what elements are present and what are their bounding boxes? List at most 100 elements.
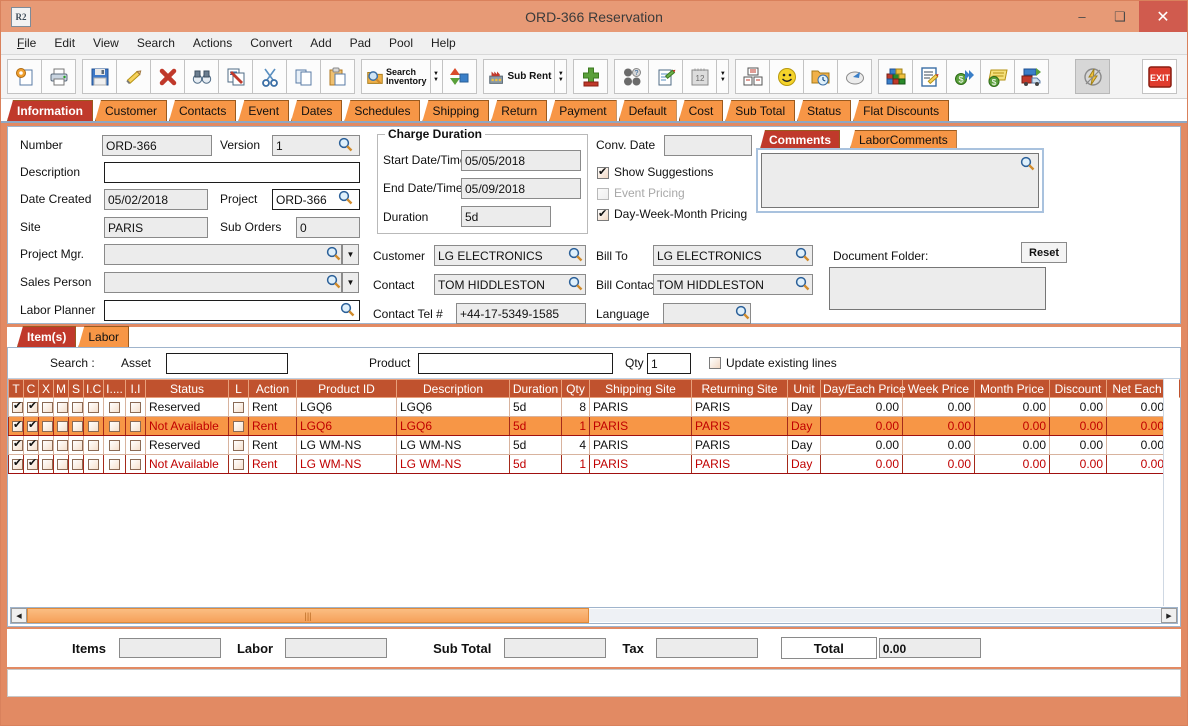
contact-tel-field[interactable]: +44-17-5349-1585 <box>456 303 586 324</box>
col-t[interactable]: T <box>8 379 24 398</box>
language-field[interactable] <box>663 303 751 324</box>
col-week-price[interactable]: Week Price <box>902 379 975 398</box>
add-remove-icon[interactable] <box>573 59 609 94</box>
tab-dates[interactable]: Dates <box>291 100 343 121</box>
cell-checkbox-t[interactable] <box>8 397 24 417</box>
cell-checkbox-ii[interactable] <box>125 397 146 417</box>
row-checkbox-i4[interactable] <box>109 421 120 433</box>
cell-net-each[interactable]: 0.00 <box>1106 435 1168 455</box>
col-status[interactable]: Status <box>145 379 229 398</box>
contact-search-icon[interactable] <box>568 276 583 291</box>
cell-checkbox-s[interactable] <box>68 397 84 417</box>
cell-product-id[interactable]: LGQ6 <box>296 397 397 417</box>
row-checkbox-i4[interactable] <box>109 459 120 471</box>
cell-returning-site[interactable]: PARIS <box>691 397 788 417</box>
cell-status[interactable]: Not Available <box>145 454 229 474</box>
qty-input[interactable]: 1 <box>647 353 691 374</box>
row-checkbox-ii[interactable] <box>130 421 141 433</box>
cell-checkbox-c[interactable] <box>23 435 39 455</box>
row-checkbox-t[interactable] <box>12 437 23 452</box>
cell-returning-site[interactable]: PARIS <box>691 435 788 455</box>
tab-cost[interactable]: Cost <box>678 100 724 121</box>
cell-day-price[interactable]: 0.00 <box>820 397 903 417</box>
cell-month-price[interactable]: 0.00 <box>974 416 1050 436</box>
cell-checkbox-l[interactable] <box>228 397 249 417</box>
sales-person-search-icon[interactable] <box>326 274 341 289</box>
site-field[interactable]: PARIS <box>104 217 208 238</box>
project-mgr-dropdown-icon[interactable]: ▼ <box>342 244 359 265</box>
cell-product-id[interactable]: LGQ6 <box>296 416 397 436</box>
col-ic[interactable]: I.C <box>83 379 104 398</box>
cell-day-price[interactable]: 0.00 <box>820 454 903 474</box>
row-checkbox-l[interactable] <box>233 440 244 452</box>
bill-contact-field[interactable]: TOM HIDDLESTON <box>653 274 813 295</box>
cell-checkbox-ii[interactable] <box>125 454 146 474</box>
cell-status[interactable]: Reserved <box>145 435 229 455</box>
cell-description[interactable]: LG WM-NS <box>396 435 510 455</box>
cell-unit[interactable]: Day <box>787 416 821 436</box>
cell-duration[interactable]: 5d <box>509 435 562 455</box>
version-field[interactable]: 1 <box>272 135 360 156</box>
edit-form-icon[interactable] <box>912 59 948 94</box>
cell-discount[interactable]: 0.00 <box>1049 454 1107 474</box>
number-field[interactable]: ORD-366 <box>102 135 212 156</box>
cell-checkbox-m[interactable] <box>53 435 69 455</box>
delete-icon[interactable] <box>150 59 185 94</box>
cell-checkbox-x[interactable] <box>38 397 54 417</box>
labor-planner-search-icon[interactable] <box>340 302 355 317</box>
cell-qty[interactable]: 1 <box>561 454 590 474</box>
show-suggestions-checkbox[interactable] <box>597 165 609 179</box>
cell-checkbox-s[interactable] <box>68 435 84 455</box>
edit-pencil-icon[interactable] <box>116 59 151 94</box>
menu-item-pool[interactable]: Pool <box>388 36 414 50</box>
cell-action[interactable]: Rent <box>248 454 297 474</box>
calendar-dropdown-icon[interactable]: ▼ ▼ <box>716 59 730 94</box>
cell-net-each[interactable]: 0.00 <box>1106 454 1168 474</box>
cell-duration[interactable]: 5d <box>509 397 562 417</box>
scroll-left-button[interactable]: ◀ <box>11 608 27 623</box>
cell-returning-site[interactable]: PARIS <box>691 416 788 436</box>
cell-checkbox-t[interactable] <box>8 454 24 474</box>
col-month-price[interactable]: Month Price <box>974 379 1050 398</box>
binoculars-icon[interactable] <box>184 59 219 94</box>
notes-edit-icon[interactable] <box>648 59 684 94</box>
menu-item-pad[interactable]: Pad <box>349 36 371 50</box>
col-product-id[interactable]: Product ID <box>296 379 397 398</box>
exit-button[interactable]: EXIT <box>1142 59 1177 94</box>
cell-month-price[interactable]: 0.00 <box>974 454 1050 474</box>
cell-checkbox-i4[interactable] <box>103 416 126 436</box>
tab-contacts[interactable]: Contacts <box>169 100 237 121</box>
row-checkbox-m[interactable] <box>57 402 68 414</box>
grid-horizontal-scrollbar[interactable]: ◀ ||| ▶ <box>10 607 1178 624</box>
row-checkbox-l[interactable] <box>233 402 244 414</box>
cell-duration[interactable]: 5d <box>509 454 562 474</box>
row-checkbox-m[interactable] <box>57 459 68 471</box>
cell-discount[interactable]: 0.00 <box>1049 435 1107 455</box>
cell-checkbox-l[interactable] <box>228 454 249 474</box>
minimize-button[interactable]: – <box>1078 9 1086 24</box>
bill-to-search-icon[interactable] <box>795 247 810 262</box>
copy-icon[interactable] <box>286 59 321 94</box>
scroll-right-button[interactable]: ▶ <box>1161 608 1177 623</box>
contact-field[interactable]: TOM HIDDLESTON <box>434 274 586 295</box>
asset-input[interactable] <box>166 353 288 374</box>
cell-checkbox-ic[interactable] <box>83 397 104 417</box>
bill-to-field[interactable]: LG ELECTRONICS <box>653 245 813 266</box>
cell-month-price[interactable]: 0.00 <box>974 397 1050 417</box>
new-document-icon[interactable] <box>7 59 42 94</box>
invoice-icon[interactable]: $ <box>980 59 1016 94</box>
cell-checkbox-x[interactable] <box>38 435 54 455</box>
menu-item-convert[interactable]: Convert <box>250 36 293 50</box>
search-inventory-button[interactable]: Search Inventory <box>361 59 431 94</box>
folder-clock-icon[interactable] <box>803 59 839 94</box>
cell-checkbox-ii[interactable] <box>125 435 146 455</box>
cell-unit[interactable]: Day <box>787 397 821 417</box>
cell-shipping-site[interactable]: PARIS <box>589 435 692 455</box>
subtab-comments[interactable]: Comments <box>760 130 841 149</box>
row-checkbox-t[interactable] <box>12 418 23 433</box>
event-pricing-checkbox[interactable] <box>597 188 609 200</box>
product-input[interactable] <box>418 353 613 374</box>
cell-checkbox-ii[interactable] <box>125 416 146 436</box>
print-icon[interactable] <box>41 59 76 94</box>
row-checkbox-s[interactable] <box>72 421 83 433</box>
